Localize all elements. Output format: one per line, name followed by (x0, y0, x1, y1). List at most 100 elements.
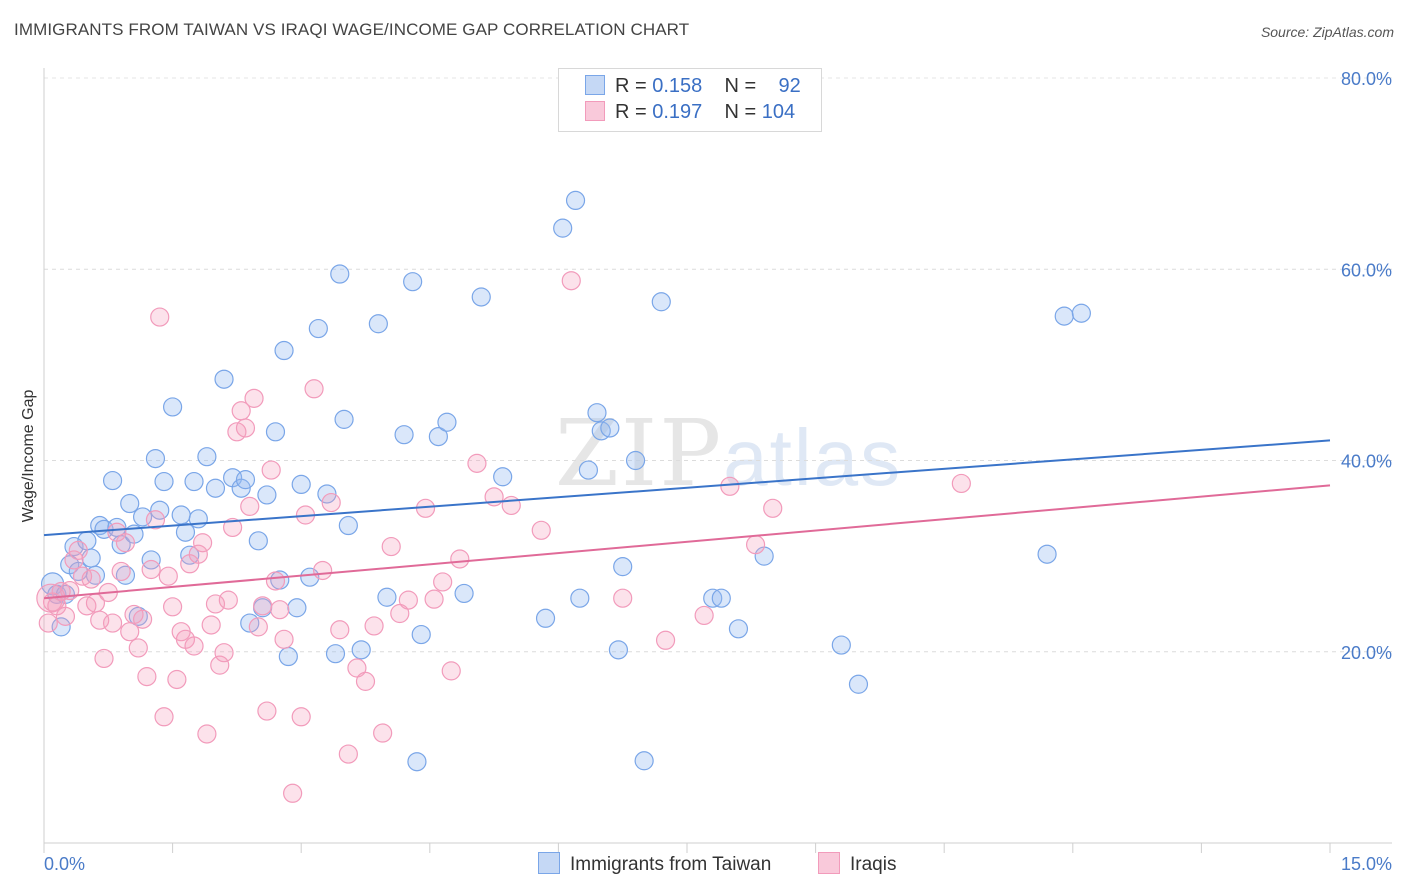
point-iraqis (694, 605, 714, 626)
point-iraqis (274, 629, 294, 649)
point-taiwan (235, 470, 256, 490)
legend-row-taiwan: R = 0.158 N = 92 (585, 75, 801, 101)
point-taiwan (231, 478, 251, 498)
point-iraqis (141, 559, 161, 580)
point-iraqis (210, 655, 230, 675)
legend-r-value: 0.197 (652, 101, 703, 123)
point-taiwan (428, 426, 448, 447)
legend-n-label: N = (724, 75, 757, 97)
point-taiwan (325, 644, 346, 664)
bottom-legend-iraqis: Iraqis (818, 852, 896, 876)
point-taiwan (120, 493, 140, 514)
point-taiwan (274, 340, 294, 361)
point-iraqis (381, 536, 401, 557)
legend-swatch-iraqis (585, 101, 605, 121)
point-taiwan (214, 369, 234, 389)
point-iraqis (261, 460, 281, 480)
point-iraqis (390, 603, 410, 624)
point-taiwan (407, 752, 427, 772)
point-iraqis (163, 597, 183, 617)
point-iraqis (68, 540, 88, 560)
point-iraqis (313, 560, 333, 581)
point-iraqis (253, 596, 273, 616)
point-taiwan (163, 397, 183, 417)
point-taiwan (291, 474, 311, 495)
point-iraqis (214, 643, 234, 663)
point-taiwan (308, 318, 328, 339)
point-iraqis (235, 418, 256, 438)
point-taiwan (334, 409, 354, 429)
point-iraqis (338, 744, 358, 764)
legend-r-label: R = (615, 75, 647, 97)
point-taiwan (625, 450, 646, 471)
point-taiwan (411, 624, 431, 645)
y-tick-label: 80.0% (1341, 69, 1392, 89)
point-iraqis (94, 648, 114, 669)
point-iraqis (102, 613, 123, 633)
point-iraqis (55, 606, 76, 626)
point-iraqis (158, 566, 178, 586)
point-iraqis (720, 476, 740, 496)
point-iraqis (304, 379, 324, 399)
chart-source: Source: ZipAtlas.com (1260, 24, 1394, 40)
point-iraqis (441, 661, 461, 681)
point-iraqis (248, 617, 268, 637)
point-iraqis (128, 638, 148, 658)
point-iraqis (433, 572, 453, 592)
point-iraqis (64, 550, 84, 570)
legend-n-value: 92 (778, 75, 801, 97)
point-iraqis (373, 723, 393, 743)
point-taiwan (184, 471, 204, 492)
point-taiwan (150, 500, 170, 520)
point-taiwan (257, 485, 277, 505)
point-taiwan (338, 515, 358, 536)
point-iraqis (150, 307, 170, 327)
watermark-atlas: atlas (723, 413, 903, 502)
point-taiwan (565, 190, 586, 210)
point-taiwan (317, 484, 337, 504)
point-taiwan (278, 646, 298, 667)
point-taiwan (437, 412, 457, 432)
point-taiwan (587, 403, 607, 423)
point-iraqis (265, 571, 286, 591)
point-taiwan (330, 264, 350, 284)
point-iraqis (501, 495, 521, 516)
point-iraqis (467, 453, 487, 473)
point-taiwan (265, 422, 286, 442)
point-iraqis (167, 669, 187, 690)
point-iraqis (745, 535, 766, 555)
legend-r-value: 0.158 (652, 75, 703, 97)
point-iraqis (223, 517, 243, 538)
legend-r-label: R = (615, 101, 647, 123)
point-iraqis (193, 533, 213, 553)
point-iraqis (244, 388, 264, 408)
point-iraqis (655, 630, 676, 650)
bottom-legend-label-iraqis: Iraqis (850, 854, 897, 875)
point-iraqis (613, 588, 633, 608)
point-taiwan (454, 583, 474, 604)
bottom-legend-swatch-iraqis (818, 852, 840, 874)
legend-n-value: 104 (761, 101, 796, 123)
point-taiwan (248, 531, 268, 551)
watermark: ZIPatlas (555, 400, 902, 507)
y-tick-label: 20.0% (1341, 643, 1392, 663)
point-taiwan (728, 619, 749, 639)
point-iraqis (364, 616, 384, 636)
point-taiwan (1071, 303, 1091, 323)
point-iraqis (283, 783, 303, 803)
bottom-legend-label-taiwan: Immigrants from Taiwan (570, 854, 772, 875)
trend-line-taiwan (43, 439, 1331, 537)
point-iraqis (270, 600, 290, 620)
point-iraqis (398, 590, 418, 610)
point-taiwan (553, 218, 573, 238)
point-iraqis (951, 473, 971, 494)
point-taiwan (831, 635, 851, 655)
point-taiwan (51, 617, 71, 637)
point-iraqis (330, 620, 350, 640)
point-taiwan (634, 751, 654, 771)
point-taiwan (493, 467, 513, 487)
point-taiwan (197, 447, 217, 467)
point-taiwan (351, 640, 371, 660)
point-taiwan (175, 522, 196, 542)
